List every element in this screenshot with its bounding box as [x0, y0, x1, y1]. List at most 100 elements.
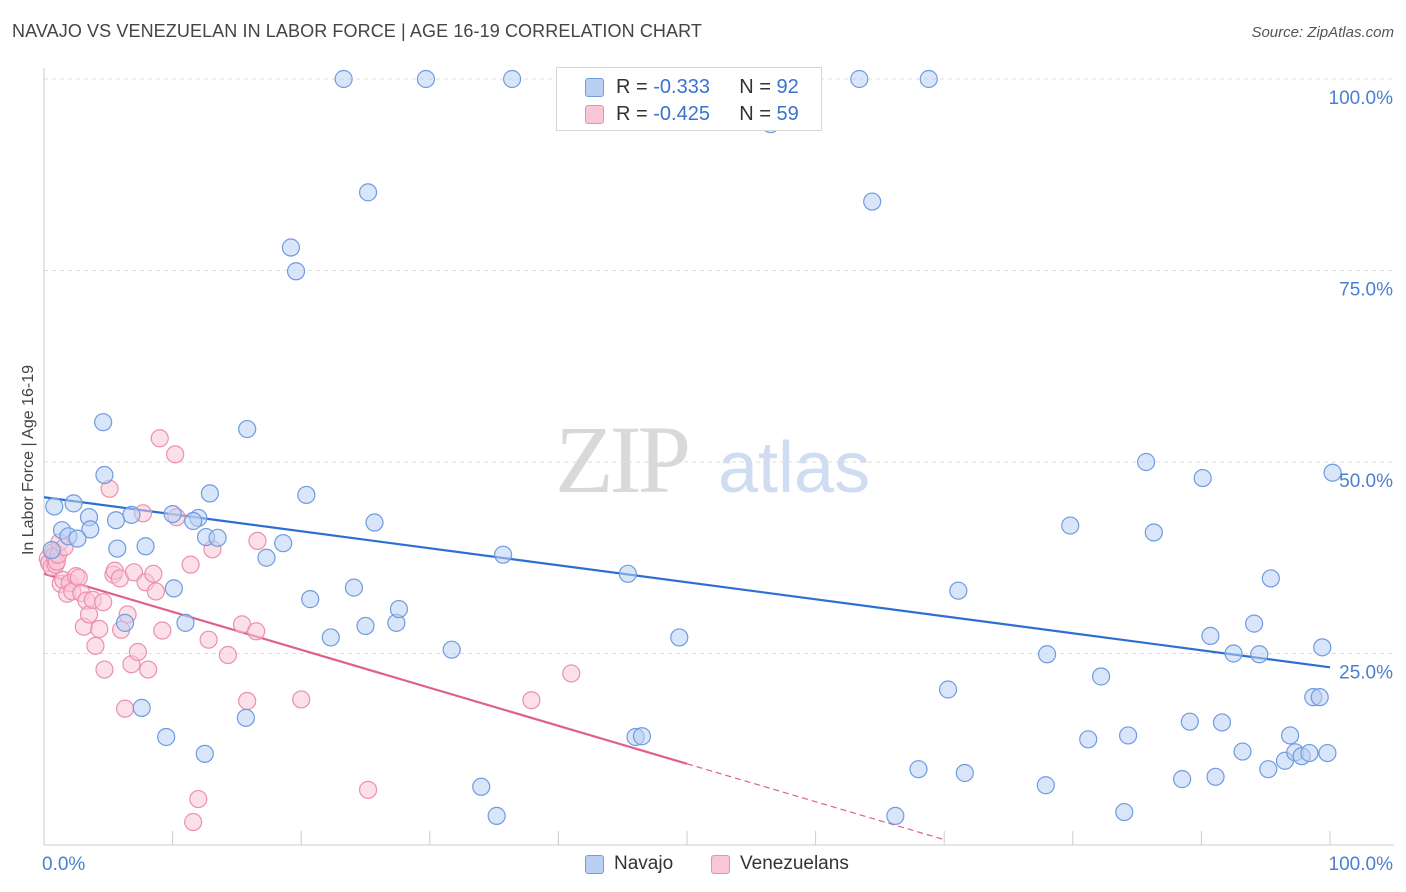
watermark-zip: ZIP [555, 406, 688, 513]
navajo-point [1206, 767, 1225, 786]
navajo-point [1233, 742, 1252, 761]
venezuelans-point [153, 621, 172, 640]
venezuelans-point [184, 812, 203, 832]
navajo-point [115, 613, 135, 632]
navajo-point [886, 806, 905, 825]
bottom-legend-venezuelans: Venezuelans [711, 852, 849, 876]
x-tick-label: 100.0% [1329, 854, 1394, 875]
navajo-point [184, 511, 203, 531]
navajo-point [195, 744, 214, 763]
navajo-point [45, 497, 64, 516]
venezuelans-point [139, 660, 158, 679]
navajo-point [1173, 770, 1192, 789]
tick-labels: 100.0% 75.0% 50.0% 25.0% 0.0% 100.0% [42, 88, 1393, 875]
r-label: R = [616, 102, 648, 125]
trend-lines [43, 496, 1331, 841]
navajo-point [176, 613, 195, 632]
gridlines [44, 78, 1394, 654]
navajo-point [365, 513, 384, 532]
navajo-swatch [585, 77, 604, 97]
venezuelans-point [144, 564, 163, 583]
navajo-point [81, 520, 100, 539]
venezuelans-point [358, 780, 378, 799]
navajo-point [344, 578, 364, 597]
navajo-point [1180, 712, 1199, 731]
venezuelans-point [292, 690, 311, 709]
navajo-point [68, 529, 87, 548]
navajo-point [208, 528, 227, 547]
navajo-point [1061, 516, 1080, 535]
watermark: ZIP atlas [555, 406, 870, 513]
navajo-point [389, 599, 409, 619]
venezuelans-point [248, 531, 267, 550]
navajo-point [632, 727, 652, 746]
bottom-legend-navajo: Navajo [585, 852, 673, 876]
navajo-point [1250, 645, 1269, 664]
navajo-point [356, 616, 375, 636]
navajo-point [1193, 468, 1212, 488]
venezuelans-point [69, 568, 88, 587]
navajo-point [1245, 614, 1264, 633]
venezuelans-point [522, 691, 541, 710]
navajo-point [297, 485, 316, 505]
navajo-point [136, 537, 155, 556]
navajo-point [321, 628, 340, 647]
venezuelans-point [181, 555, 200, 574]
navajo-point [1323, 463, 1342, 482]
navajo-point [122, 505, 141, 524]
navajo-point [1036, 776, 1055, 795]
navajo-point [95, 465, 114, 485]
y-tick-label: 75.0% [1339, 280, 1393, 301]
venezuelans-point [128, 642, 147, 662]
venezuelans-point [115, 699, 135, 718]
navajo-point [955, 763, 974, 783]
navajo-point [286, 262, 306, 281]
navajo-point [281, 238, 301, 257]
legend-row-venezuelans: R = -0.425 N = 59 [585, 102, 799, 126]
navajo-point [494, 545, 513, 564]
navajo-point [157, 727, 176, 747]
venezuelans-point [124, 563, 144, 582]
venezuelans-point [166, 445, 185, 464]
y-tick-label: 100.0% [1329, 88, 1394, 109]
venezuelans-trend-line [43, 572, 688, 765]
navajo-n-value: 92 [776, 75, 799, 98]
navajo-point [1310, 688, 1329, 707]
navajo-point [670, 628, 689, 647]
navajo-point [1137, 452, 1156, 472]
venezuelans-point [199, 630, 218, 649]
y-tick-label: 50.0% [1339, 471, 1393, 492]
navajo-point [442, 640, 461, 659]
navajo-point [163, 504, 182, 524]
navajo-point [472, 777, 491, 796]
navajo-point [1313, 638, 1332, 657]
y-tick-label: 25.0% [1339, 663, 1393, 684]
venezuelans-point [86, 636, 105, 655]
navajo-point [618, 564, 637, 583]
navajo-point [850, 69, 869, 89]
navajo-point [1118, 726, 1138, 745]
navajo-point [236, 708, 256, 727]
navajo-point [164, 579, 183, 598]
navajo-point [863, 192, 882, 211]
venezuelans-point [562, 664, 581, 683]
venezuelans-legend-label: Venezuelans [740, 853, 849, 874]
navajo-legend-label: Navajo [614, 853, 674, 874]
venezuelans-point [150, 429, 169, 448]
navajo-point [1318, 743, 1337, 763]
navajo-point [1212, 713, 1232, 732]
navajo-r-value: -0.333 [653, 75, 710, 98]
navajo-point [909, 760, 928, 779]
navajo-point [64, 494, 83, 513]
navajo-points [42, 69, 1342, 825]
navajo-trend-line [43, 496, 1331, 669]
venezuelans-point [247, 622, 266, 641]
navajo-point [200, 484, 219, 503]
correlation-legend: R = -0.333 N = 92 R = -0.425 N = 59 [556, 67, 822, 131]
venezuelans-point [189, 789, 208, 809]
navajo-point [1115, 802, 1134, 822]
navajo-point [42, 540, 61, 560]
venezuelans-swatch [585, 104, 604, 124]
n-label: N = [739, 75, 771, 98]
navajo-point [1281, 726, 1300, 745]
